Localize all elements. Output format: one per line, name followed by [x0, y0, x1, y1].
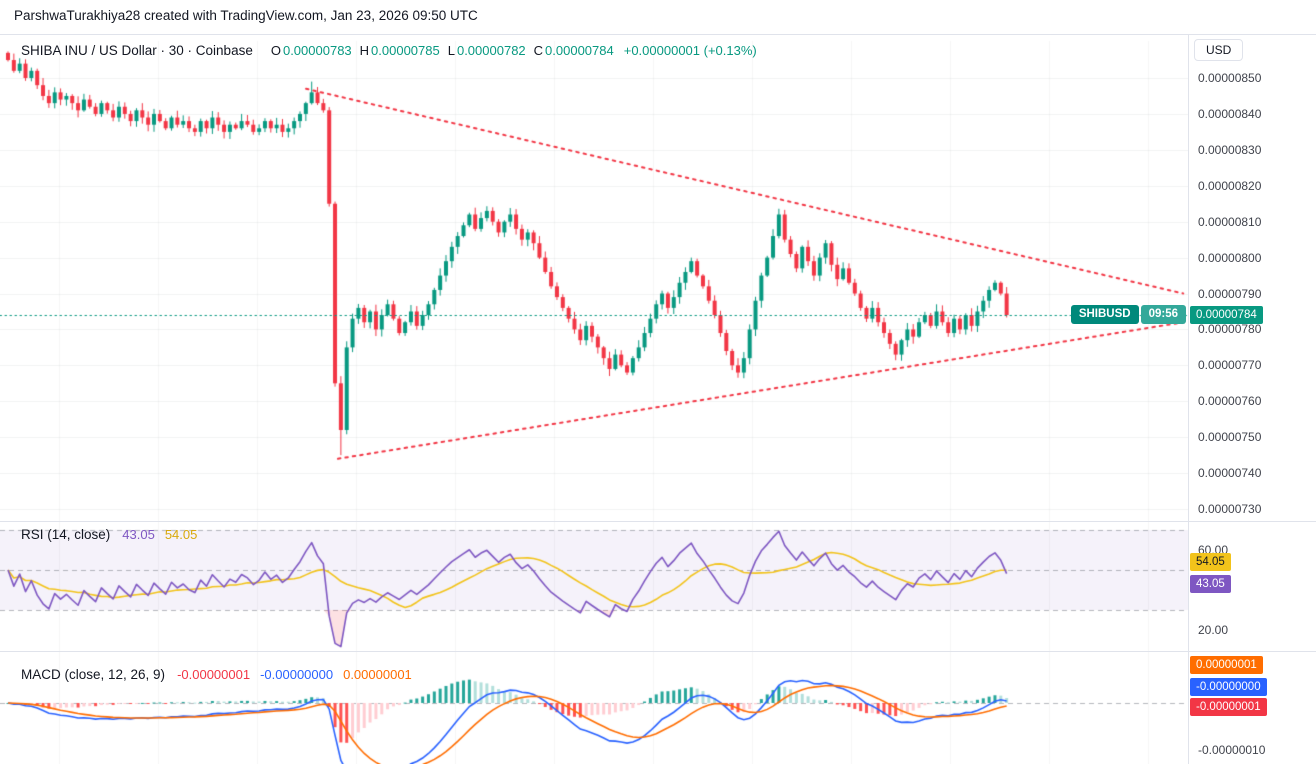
macd-hist-value: -0.00000001	[177, 667, 251, 682]
close-label: C	[533, 43, 544, 58]
price-axis-label: 0.00000770	[1198, 358, 1262, 373]
macd-line-badge: -0.00000000	[1190, 678, 1267, 696]
change-value: +0.00000001 (+0.13%)	[623, 43, 757, 58]
price-scale-border	[1188, 34, 1189, 764]
open-value: 0.00000783	[282, 43, 352, 58]
macd-line-value: -0.00000000	[260, 667, 334, 682]
price-axis-label: 0.00000750	[1198, 430, 1262, 445]
macd-title[interactable]: MACD (close, 12, 26, 9)	[21, 667, 166, 682]
rsi-value: 43.05	[122, 527, 155, 542]
chart-top-border	[0, 34, 1316, 35]
low-label: L	[447, 43, 455, 58]
price-axis-label: 0.00000760	[1198, 394, 1262, 409]
price-chart-canvas[interactable]	[0, 35, 1188, 764]
low-value: 0.00000782	[456, 43, 526, 58]
macd-legend: MACD (close, 12, 26, 9) -0.00000001 -0.000…	[21, 667, 414, 682]
countdown-badge: 09:56	[1140, 305, 1186, 324]
main-chart-legend: SHIBA INU / US Dollar · 30 · Coinbase O 0.…	[21, 43, 759, 58]
price-axis-label: 0.00000810	[1198, 214, 1262, 229]
high-label: H	[359, 43, 370, 58]
attribution-text: ParshwaTurakhiya28 created with TradingV…	[14, 8, 478, 23]
symbol-label-row: SHIBUSD 09:56	[1070, 305, 1186, 324]
price-axis-label: 0.00000820	[1198, 178, 1262, 193]
high-value: 0.00000785	[371, 43, 440, 58]
last-price-badge: 0.00000784	[1190, 306, 1263, 324]
rsi-panel-divider	[0, 521, 1316, 522]
price-axis-label: 0.00000830	[1198, 142, 1262, 157]
macd-panel-divider	[0, 651, 1316, 652]
price-axis-label: 0.00000730	[1198, 502, 1262, 517]
rsi-ma-value: 54.05	[164, 527, 198, 542]
macd-signal-badge: 0.00000001	[1190, 656, 1263, 674]
rsi-badge: 43.05	[1190, 575, 1231, 593]
price-axis-label: 0.00000780	[1198, 322, 1262, 337]
macd-scale-label: -0.00000010	[1198, 743, 1266, 757]
symbol-badge: SHIBUSD	[1070, 305, 1139, 324]
rsi-title[interactable]: RSI (14, close)	[21, 527, 111, 542]
rsi-legend: RSI (14, close) 43.05 54.05	[21, 527, 199, 542]
close-value: 0.00000784	[545, 43, 614, 58]
symbol-title[interactable]: SHIBA INU / US Dollar · 30 · Coinbase	[21, 43, 253, 58]
currency-toggle[interactable]: USD	[1194, 39, 1244, 61]
price-axis-label: 0.00000800	[1198, 250, 1262, 265]
macd-hist-badge: -0.00000001	[1190, 698, 1267, 716]
open-label: O	[270, 43, 281, 58]
rsi-scale-label-20: 20.00	[1198, 623, 1229, 637]
price-axis-label: 0.00000850	[1198, 71, 1262, 85]
price-axis-label: 0.00000840	[1198, 106, 1262, 121]
rsi-ma-badge: 54.05	[1190, 553, 1231, 571]
price-axis-label: 0.00000740	[1198, 466, 1262, 481]
price-axis-label: 0.00000790	[1198, 286, 1262, 301]
macd-signal-value: 0.00000001	[343, 667, 412, 682]
